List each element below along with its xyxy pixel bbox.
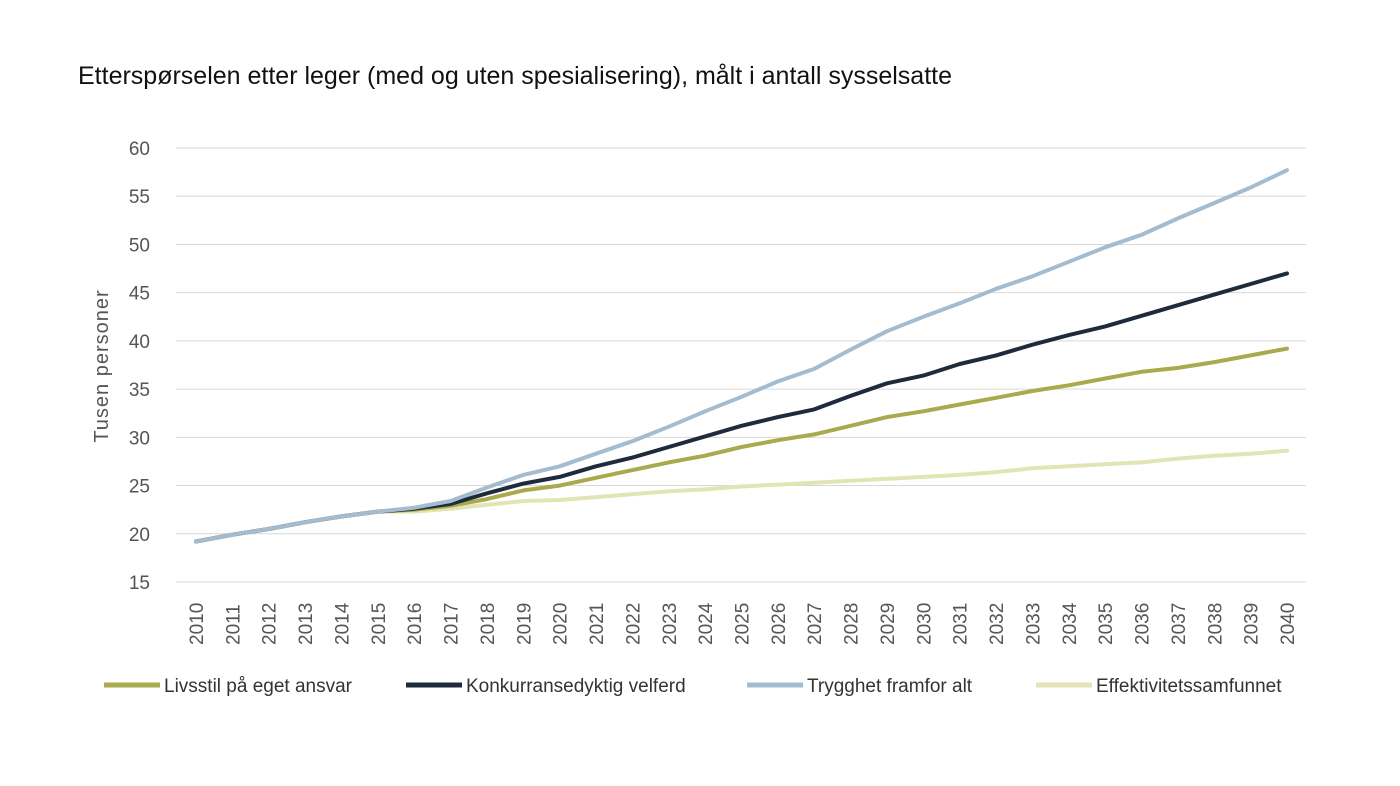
x-tick-label: 2014 [332, 602, 353, 645]
x-tick-label: 2029 [878, 603, 899, 645]
x-tick-label: 2027 [805, 603, 826, 645]
x-tick-label: 2030 [914, 603, 935, 645]
x-tick-label: 2034 [1060, 602, 1081, 645]
y-axis-label: Tusen personer [91, 289, 113, 442]
x-tick-label: 2025 [733, 603, 754, 645]
legend-item: Livsstil på eget ansvar [104, 676, 353, 697]
y-tick-label: 30 [129, 428, 150, 449]
x-tick-label: 2032 [987, 603, 1008, 645]
x-tick-label: 2040 [1278, 603, 1299, 645]
x-tick-label: 2017 [442, 603, 463, 645]
x-tick-label: 2016 [405, 603, 426, 645]
x-tick-label: 2033 [1023, 603, 1044, 645]
x-tick-label: 2021 [587, 603, 608, 645]
x-tick-label: 2022 [623, 603, 644, 645]
x-tick-label: 2011 [223, 604, 244, 645]
y-tick-label: 40 [129, 332, 150, 353]
legend-label: Effektivitetssamfunnet [1096, 676, 1282, 697]
series-line-1 [194, 271, 1289, 544]
legend-item: Konkurransedyktig velferd [406, 676, 686, 697]
series-line-3 [194, 448, 1289, 544]
x-tick-label: 2023 [660, 603, 681, 645]
y-tick-label: 20 [129, 525, 150, 546]
x-tick-label: 2037 [1169, 603, 1190, 645]
x-tick-label: 2010 [187, 603, 208, 645]
y-tick-label: 50 [129, 235, 150, 256]
chart-title: Etterspørselen etter leger (med og uten … [78, 62, 952, 90]
series-line-2 [194, 168, 1289, 544]
x-tick-label: 2026 [769, 603, 790, 645]
legend-item: Effektivitetssamfunnet [1036, 676, 1282, 697]
legend-label: Konkurransedyktig velferd [466, 676, 686, 697]
x-tick-label: 2020 [551, 603, 572, 645]
y-tick-label: 25 [129, 477, 150, 498]
legend-label: Trygghet framfor alt [807, 676, 973, 697]
y-tick-labels: 15 20 25 30 35 40 45 50 55 60 [129, 139, 150, 594]
series-lines [194, 168, 1289, 544]
x-tick-label: 2024 [696, 602, 717, 645]
x-tick-label: 2039 [1242, 603, 1263, 645]
x-tick-label: 2035 [1096, 603, 1117, 645]
legend-item: Trygghet framfor alt [747, 676, 973, 697]
y-tick-label: 60 [129, 139, 150, 160]
x-tick-labels: 2010 2011 2012 2013 2014 2015 2016 2017 2018 2019… [187, 602, 1299, 645]
y-tick-label: 15 [129, 573, 150, 594]
y-tick-label: 55 [129, 187, 150, 208]
x-tick-label: 2036 [1133, 603, 1154, 645]
x-tick-label: 2031 [951, 603, 972, 645]
x-tick-label: 2028 [842, 603, 863, 645]
x-tick-label: 2038 [1205, 603, 1226, 645]
legend-label: Livsstil på eget ansvar [164, 676, 353, 697]
legend: Livsstil på eget ansvar Konkurransedyktig… [104, 676, 1282, 697]
x-tick-label: 2013 [296, 603, 317, 645]
x-tick-label: 2012 [260, 603, 281, 645]
y-tick-label: 45 [129, 284, 150, 305]
y-tick-label: 35 [129, 380, 150, 401]
x-tick-label: 2019 [514, 603, 535, 645]
x-tick-label: 2018 [478, 603, 499, 645]
x-tick-label: 2015 [369, 603, 390, 645]
